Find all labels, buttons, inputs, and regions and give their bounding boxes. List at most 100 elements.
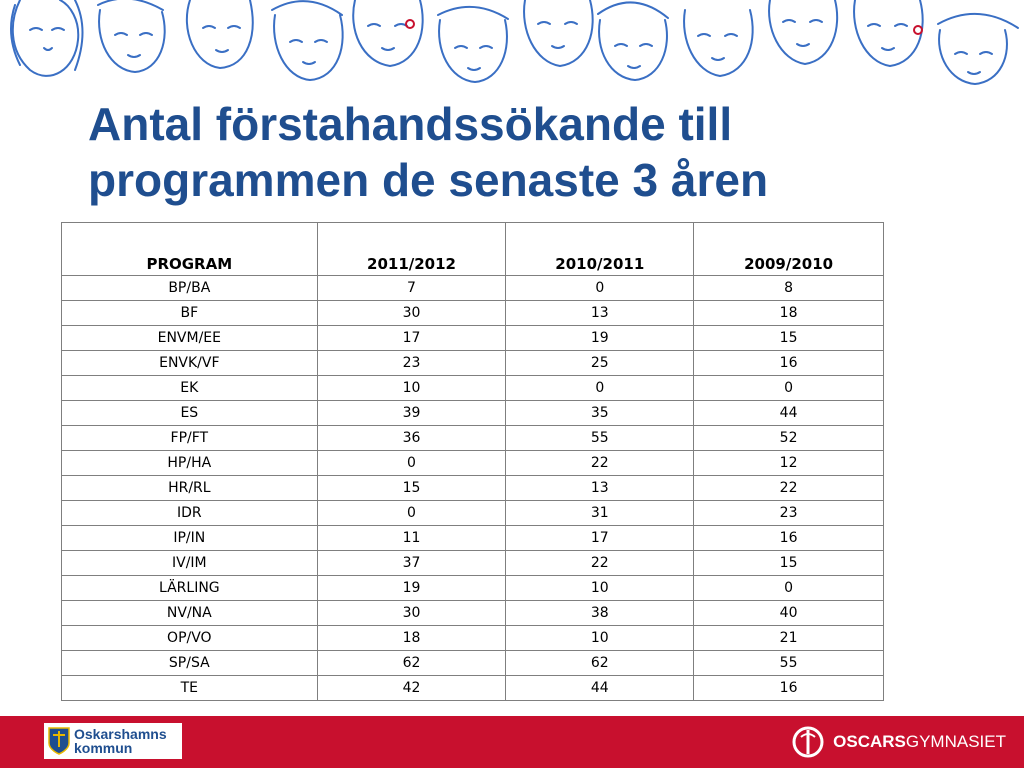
value-cell: 30 [316,600,507,626]
program-cell: BP/BA [61,275,318,301]
table-row: TE 42 44 16 [61,675,884,701]
municipal-crest-icon [48,727,70,755]
value-cell: 0 [505,275,695,301]
value-cell: 62 [316,650,507,676]
program-cell: ENVK/VF [61,350,318,376]
value-cell: 17 [505,525,695,551]
value-cell: 13 [505,300,695,326]
column-header-program: PROGRAM [61,222,318,276]
value-cell: 18 [693,300,884,326]
value-cell: 13 [505,475,695,501]
footer-bar: Oskarshamns kommun OSCARS GYMNASIET [0,716,1024,768]
value-cell: 38 [505,600,695,626]
oscars-gymnasiet-logo: OSCARS GYMNASIET [791,724,1006,760]
table-body: BP/BA 7 0 8 BF 30 13 18 ENVM/EE 17 19 15 ENVK/VF 2… [61,275,884,701]
value-cell: 10 [505,625,695,651]
value-cell: 12 [693,450,884,476]
value-cell: 21 [693,625,884,651]
value-cell: 15 [316,475,507,501]
slide-title: Antal förstahandssökande till programmen… [88,96,948,208]
table-row: LÄRLING 19 10 0 [61,575,884,601]
kommun-name: Oskarshamns kommun [74,727,167,755]
program-cell: IP/IN [61,525,318,551]
value-cell: 22 [693,475,884,501]
kommun-name-line-1: Oskarshamns [74,726,167,742]
value-cell: 25 [505,350,695,376]
table-row: ES 39 35 44 [61,400,884,426]
value-cell: 23 [316,350,507,376]
value-cell: 18 [316,625,507,651]
value-cell: 19 [505,325,695,351]
value-cell: 16 [693,350,884,376]
program-cell: EK [61,375,318,401]
school-name-light: GYMNASIET [905,732,1006,751]
program-cell: BF [61,300,318,326]
program-cell: ES [61,400,318,426]
value-cell: 10 [316,375,507,401]
value-cell: 39 [316,400,507,426]
program-cell: NV/NA [61,600,318,626]
value-cell: 30 [316,300,507,326]
program-cell: SP/SA [61,650,318,676]
value-cell: 11 [316,525,507,551]
table-row: IV/IM 37 22 15 [61,550,884,576]
table-row: HP/HA 0 22 12 [61,450,884,476]
table-row: EK 10 0 0 [61,375,884,401]
applicants-table: PROGRAM 2011/2012 2010/2011 2009/2010 BP… [61,222,884,701]
value-cell: 31 [505,500,695,526]
program-cell: OP/VO [61,625,318,651]
value-cell: 0 [693,575,884,601]
table-row: BP/BA 7 0 8 [61,275,884,301]
value-cell: 55 [693,650,884,676]
table-row: ENVM/EE 17 19 15 [61,325,884,351]
value-cell: 22 [505,450,695,476]
value-cell: 7 [316,275,507,301]
table-row: OP/VO 18 10 21 [61,625,884,651]
table-row: NV/NA 30 38 40 [61,600,884,626]
table-row: IDR 0 31 23 [61,500,884,526]
kommun-name-line-2: kommun [74,740,133,756]
value-cell: 10 [505,575,695,601]
school-name-bold: OSCARS [833,732,906,751]
value-cell: 15 [693,550,884,576]
value-cell: 37 [316,550,507,576]
value-cell: 40 [693,600,884,626]
value-cell: 0 [505,375,695,401]
value-cell: 52 [693,425,884,451]
value-cell: 16 [693,525,884,551]
program-cell: TE [61,675,318,701]
program-cell: HP/HA [61,450,318,476]
value-cell: 15 [693,325,884,351]
value-cell: 22 [505,550,695,576]
program-cell: HR/RL [61,475,318,501]
value-cell: 23 [693,500,884,526]
table-row: FP/FT 36 55 52 [61,425,884,451]
value-cell: 17 [316,325,507,351]
column-header-2009-2010: 2009/2010 [693,222,884,276]
table-row: IP/IN 11 17 16 [61,525,884,551]
slide-title-line-2: programmen de senaste 3 åren [88,154,769,206]
value-cell: 0 [316,500,507,526]
value-cell: 42 [316,675,507,701]
program-cell: IDR [61,500,318,526]
table-row: BF 30 13 18 [61,300,884,326]
value-cell: 44 [693,400,884,426]
program-cell: LÄRLING [61,575,318,601]
value-cell: 0 [316,450,507,476]
column-header-2011-2012: 2011/2012 [316,222,507,276]
value-cell: 16 [693,675,884,701]
value-cell: 35 [505,400,695,426]
sketch-faces-illustration [10,0,1019,86]
oscars-emblem-icon [792,726,824,758]
table-header-row: PROGRAM 2011/2012 2010/2011 2009/2010 [61,222,884,276]
program-cell: FP/FT [61,425,318,451]
slide-title-line-1: Antal förstahandssökande till [88,98,733,150]
column-header-2010-2011: 2010/2011 [505,222,695,276]
value-cell: 8 [693,275,884,301]
value-cell: 36 [316,425,507,451]
value-cell: 62 [505,650,695,676]
oskarshamns-kommun-logo: Oskarshamns kommun [44,723,182,759]
table-row: SP/SA 62 62 55 [61,650,884,676]
program-cell: IV/IM [61,550,318,576]
value-cell: 55 [505,425,695,451]
